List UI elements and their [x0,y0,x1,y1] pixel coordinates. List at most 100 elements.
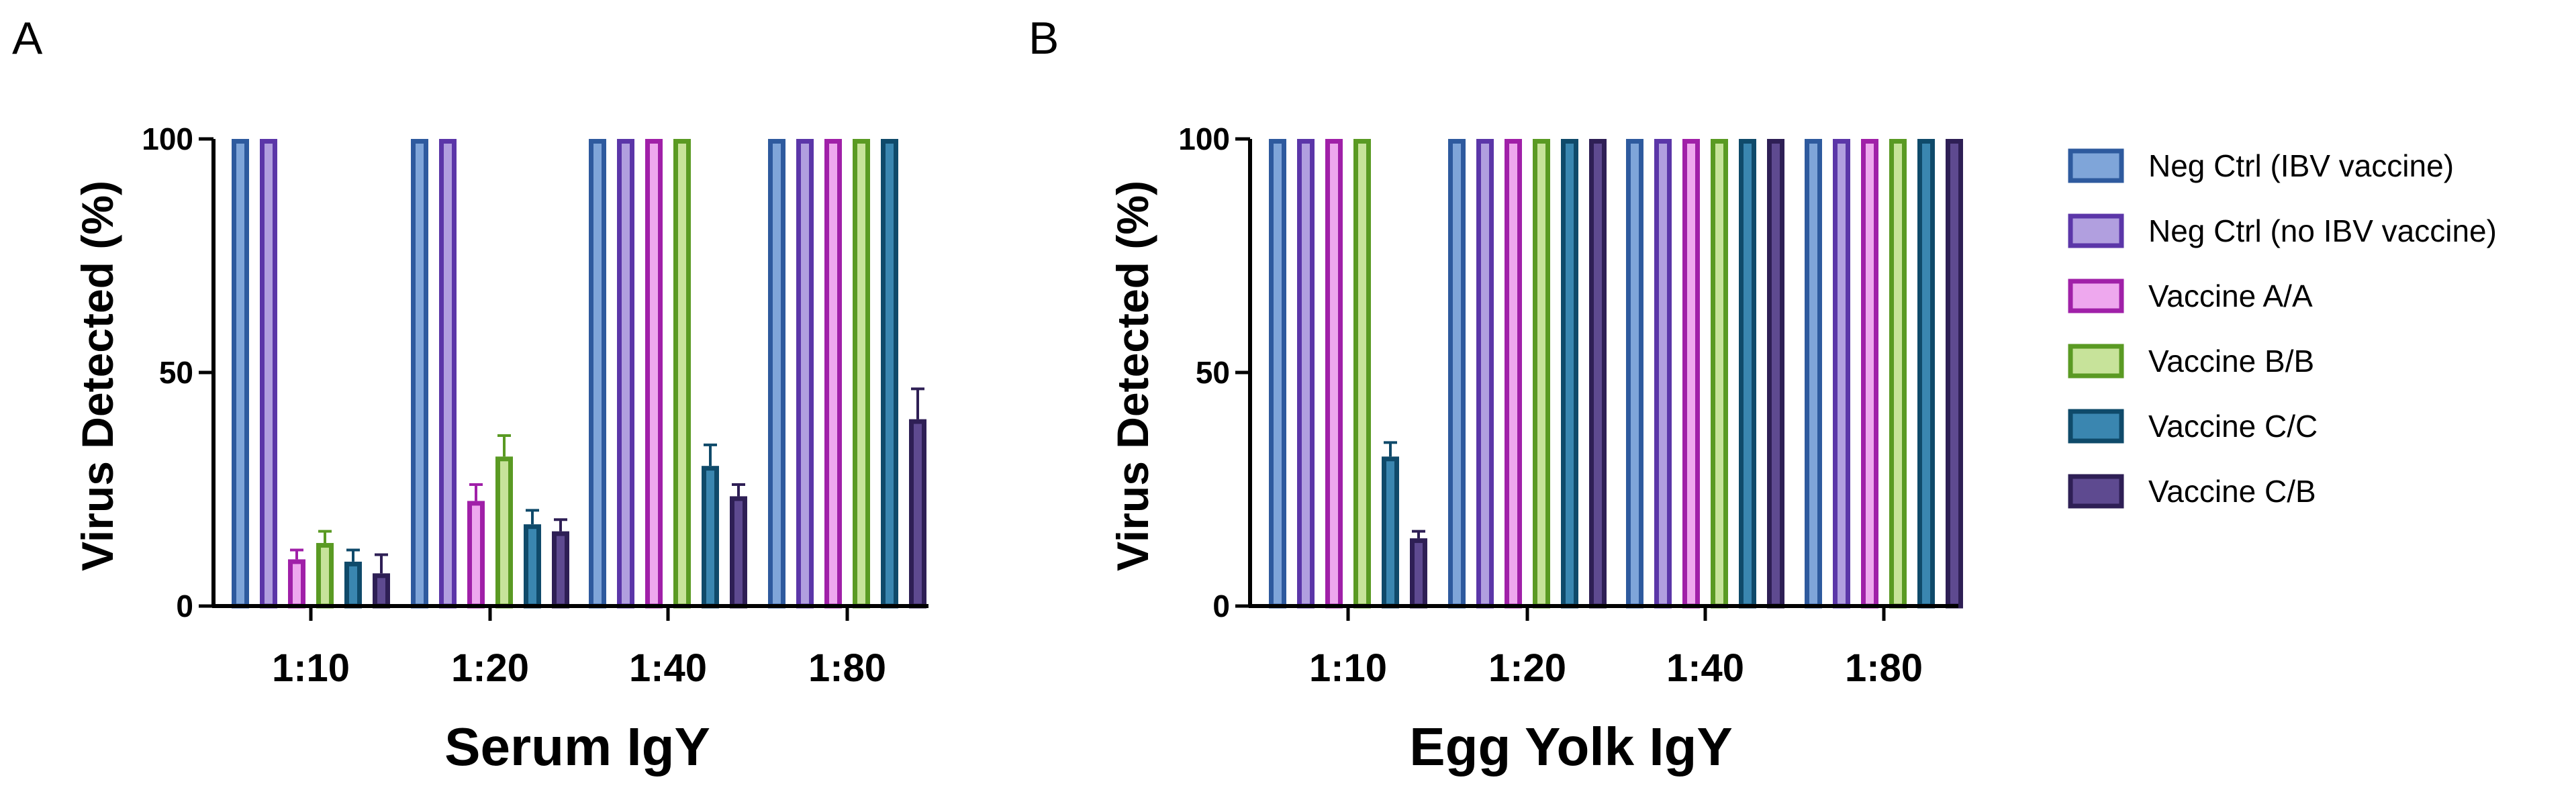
panel-b-bar-1-40-series-6 [1767,139,1784,609]
legend-item: Vaccine C/C [2068,409,2318,444]
panel-a-x-tick-label: 1:20 [451,646,529,690]
panel-a-bar-1-10-series-1 [232,139,249,609]
panel-b-bar-1-20-series-1 [1448,139,1466,609]
panel-a-bar-1-40-series-1 [589,139,606,609]
legend-item: Vaccine C/B [2068,474,2316,509]
panel-b-bar-1-80-series-6 [1946,139,1963,609]
panel-b-x-tick-label: 1:80 [1845,646,1923,690]
panel-b-bar-1-80-series-5 [1917,139,1935,609]
panel-a-bar-1-40-series-5 [702,466,719,609]
panel-b-y-tick-label: 50 [1196,355,1230,390]
panel-a-bars [232,139,926,609]
panel-a-error-bar-1-10-series-4 [318,530,332,544]
panel-a-ticks: 1:10 1:20 1:40 1:80 0 50 100 [142,121,886,690]
legend-swatch [2068,148,2124,183]
legend-item: Vaccine A/A [2068,279,2313,313]
panel-a-x-tick-label: 1:40 [629,646,707,690]
legend-label: Vaccine C/C [2148,409,2318,444]
panel-a-bar-1-20-series-2 [439,139,457,609]
panel-b-x-tick-label: 1:40 [1666,646,1744,690]
panel-b-bar-1-20-series-2 [1476,139,1494,609]
panel-a-bar-1-40-series-4 [673,139,691,609]
panel-b-bar-1-10-series-4 [1353,139,1371,609]
panel-a-bar-1-20-series-3 [467,501,485,609]
panel-b-bar-1-80-series-3 [1861,139,1878,609]
panel-a-x-axis-label: Serum IgY [444,717,710,777]
panel-b-bar-1-40-series-1 [1626,139,1643,609]
panel-b-bar-1-40-series-5 [1739,139,1756,609]
panel-b-error-bar-1-10-series-6 [1412,530,1425,539]
panel-b-bar-1-80-series-1 [1805,139,1822,609]
panel-b-bar-1-10-series-1 [1269,139,1286,609]
legend-item: Neg Ctrl (IBV vaccine) [2068,148,2454,183]
panel-a-bar-1-10-series-4 [316,543,334,609]
panel-a-axes [199,137,928,621]
panel-a-bar-1-80-series-6 [909,419,926,609]
panel-b-bar-1-80-series-2 [1833,139,1850,609]
panel-b-bar-1-10-series-6 [1410,538,1427,609]
legend-label: Vaccine C/B [2148,474,2316,509]
panel-a-error-bar-1-20-series-3 [469,483,483,501]
panel-b-bar-1-20-series-3 [1505,139,1522,609]
panel-a-bar-1-80-series-2 [796,139,814,609]
legend-swatch [2068,279,2124,313]
panel-b-bar-1-40-series-3 [1682,139,1700,609]
panel-a-error-bar-1-40-series-6 [732,483,745,497]
legend-label: Vaccine B/B [2148,344,2314,379]
panel-a-error-bar-1-10-series-5 [346,548,360,562]
panel-b-bar-1-20-series-6 [1589,139,1607,609]
panel-a-bar-1-80-series-4 [853,139,870,609]
panel-a-y-tick-label: 50 [159,355,193,390]
legend-swatch [2068,344,2124,379]
panel-a-bar-1-20-series-4 [495,456,513,609]
legend-swatch [2068,213,2124,248]
legend-swatch [2068,474,2124,509]
panel-a-bar-1-40-series-2 [617,139,634,609]
panel-a-error-bar-1-20-series-4 [497,434,511,457]
panel-a-x-tick-label: 1:10 [272,646,350,690]
panel-a-error-bar-1-40-series-5 [704,443,717,466]
panel-b-bars [1269,139,1963,609]
panel-b-x-tick-label: 1:20 [1488,646,1566,690]
panel-b-y-tick-label: 100 [1178,121,1230,156]
panel-b-bar-1-40-series-2 [1654,139,1672,609]
panel-b-bar-1-80-series-4 [1889,139,1907,609]
panel-a-y-axis-label: Virus Detected (%) [73,181,122,571]
panel-a-bar-1-80-series-3 [824,139,842,609]
panel-a-bar-1-20-series-5 [524,524,541,609]
panel-b-bar-1-40-series-4 [1711,139,1728,609]
panel-b-x-axis-label: Egg Yolk IgY [1409,717,1733,777]
panel-b-y-tick-label: 0 [1212,589,1230,623]
panel-b-bar-1-10-series-5 [1382,456,1399,609]
panel-a-bar-1-10-series-6 [373,573,390,609]
panel-b: B Virus Detected (%) Egg Yolk IgY 1:10 1:… [1029,13,1963,777]
panel-a-error-bar-1-10-series-3 [290,548,303,560]
panel-a-bar-1-80-series-1 [768,139,785,609]
panel-a: A Virus Detected (%) Serum IgY 1:10 1:20 1… [12,13,928,777]
panel-a-bar-1-10-series-3 [288,559,305,609]
legend-label: Neg Ctrl (IBV vaccine) [2148,148,2454,183]
panel-b-bar-1-20-series-4 [1533,139,1550,609]
panel-a-bar-1-10-series-2 [260,139,277,609]
panel-b-ticks: 1:10 1:20 1:40 1:80 0 50 100 [1178,121,1923,690]
panel-b-bar-1-10-series-2 [1297,139,1315,609]
panel-b-x-tick-label: 1:10 [1309,646,1387,690]
panel-b-y-axis-label: Virus Detected (%) [1108,181,1157,571]
legend-label: Vaccine A/A [2148,279,2313,313]
legend-label: Neg Ctrl (no IBV vaccine) [2148,213,2497,248]
panel-b-letter: B [1029,13,1059,64]
panel-b-bar-1-20-series-5 [1561,139,1578,609]
panel-a-error-bar-1-20-series-5 [526,509,539,525]
legend-item: Neg Ctrl (no IBV vaccine) [2068,213,2497,248]
panel-a-x-tick-label: 1:80 [808,646,886,690]
panel-a-y-tick-label: 0 [176,589,193,623]
panel-a-bar-1-40-series-3 [645,139,663,609]
panel-a-letter: A [12,13,43,64]
panel-b-error-bar-1-10-series-5 [1384,441,1397,457]
legend: Neg Ctrl (IBV vaccine) Neg Ctrl (no IBV v… [2068,148,2497,509]
panel-b-axes [1235,137,1958,621]
legend-swatch [2068,409,2124,444]
panel-a-y-tick-label: 100 [142,121,193,156]
panel-a-error-bar-1-10-series-6 [375,553,388,574]
